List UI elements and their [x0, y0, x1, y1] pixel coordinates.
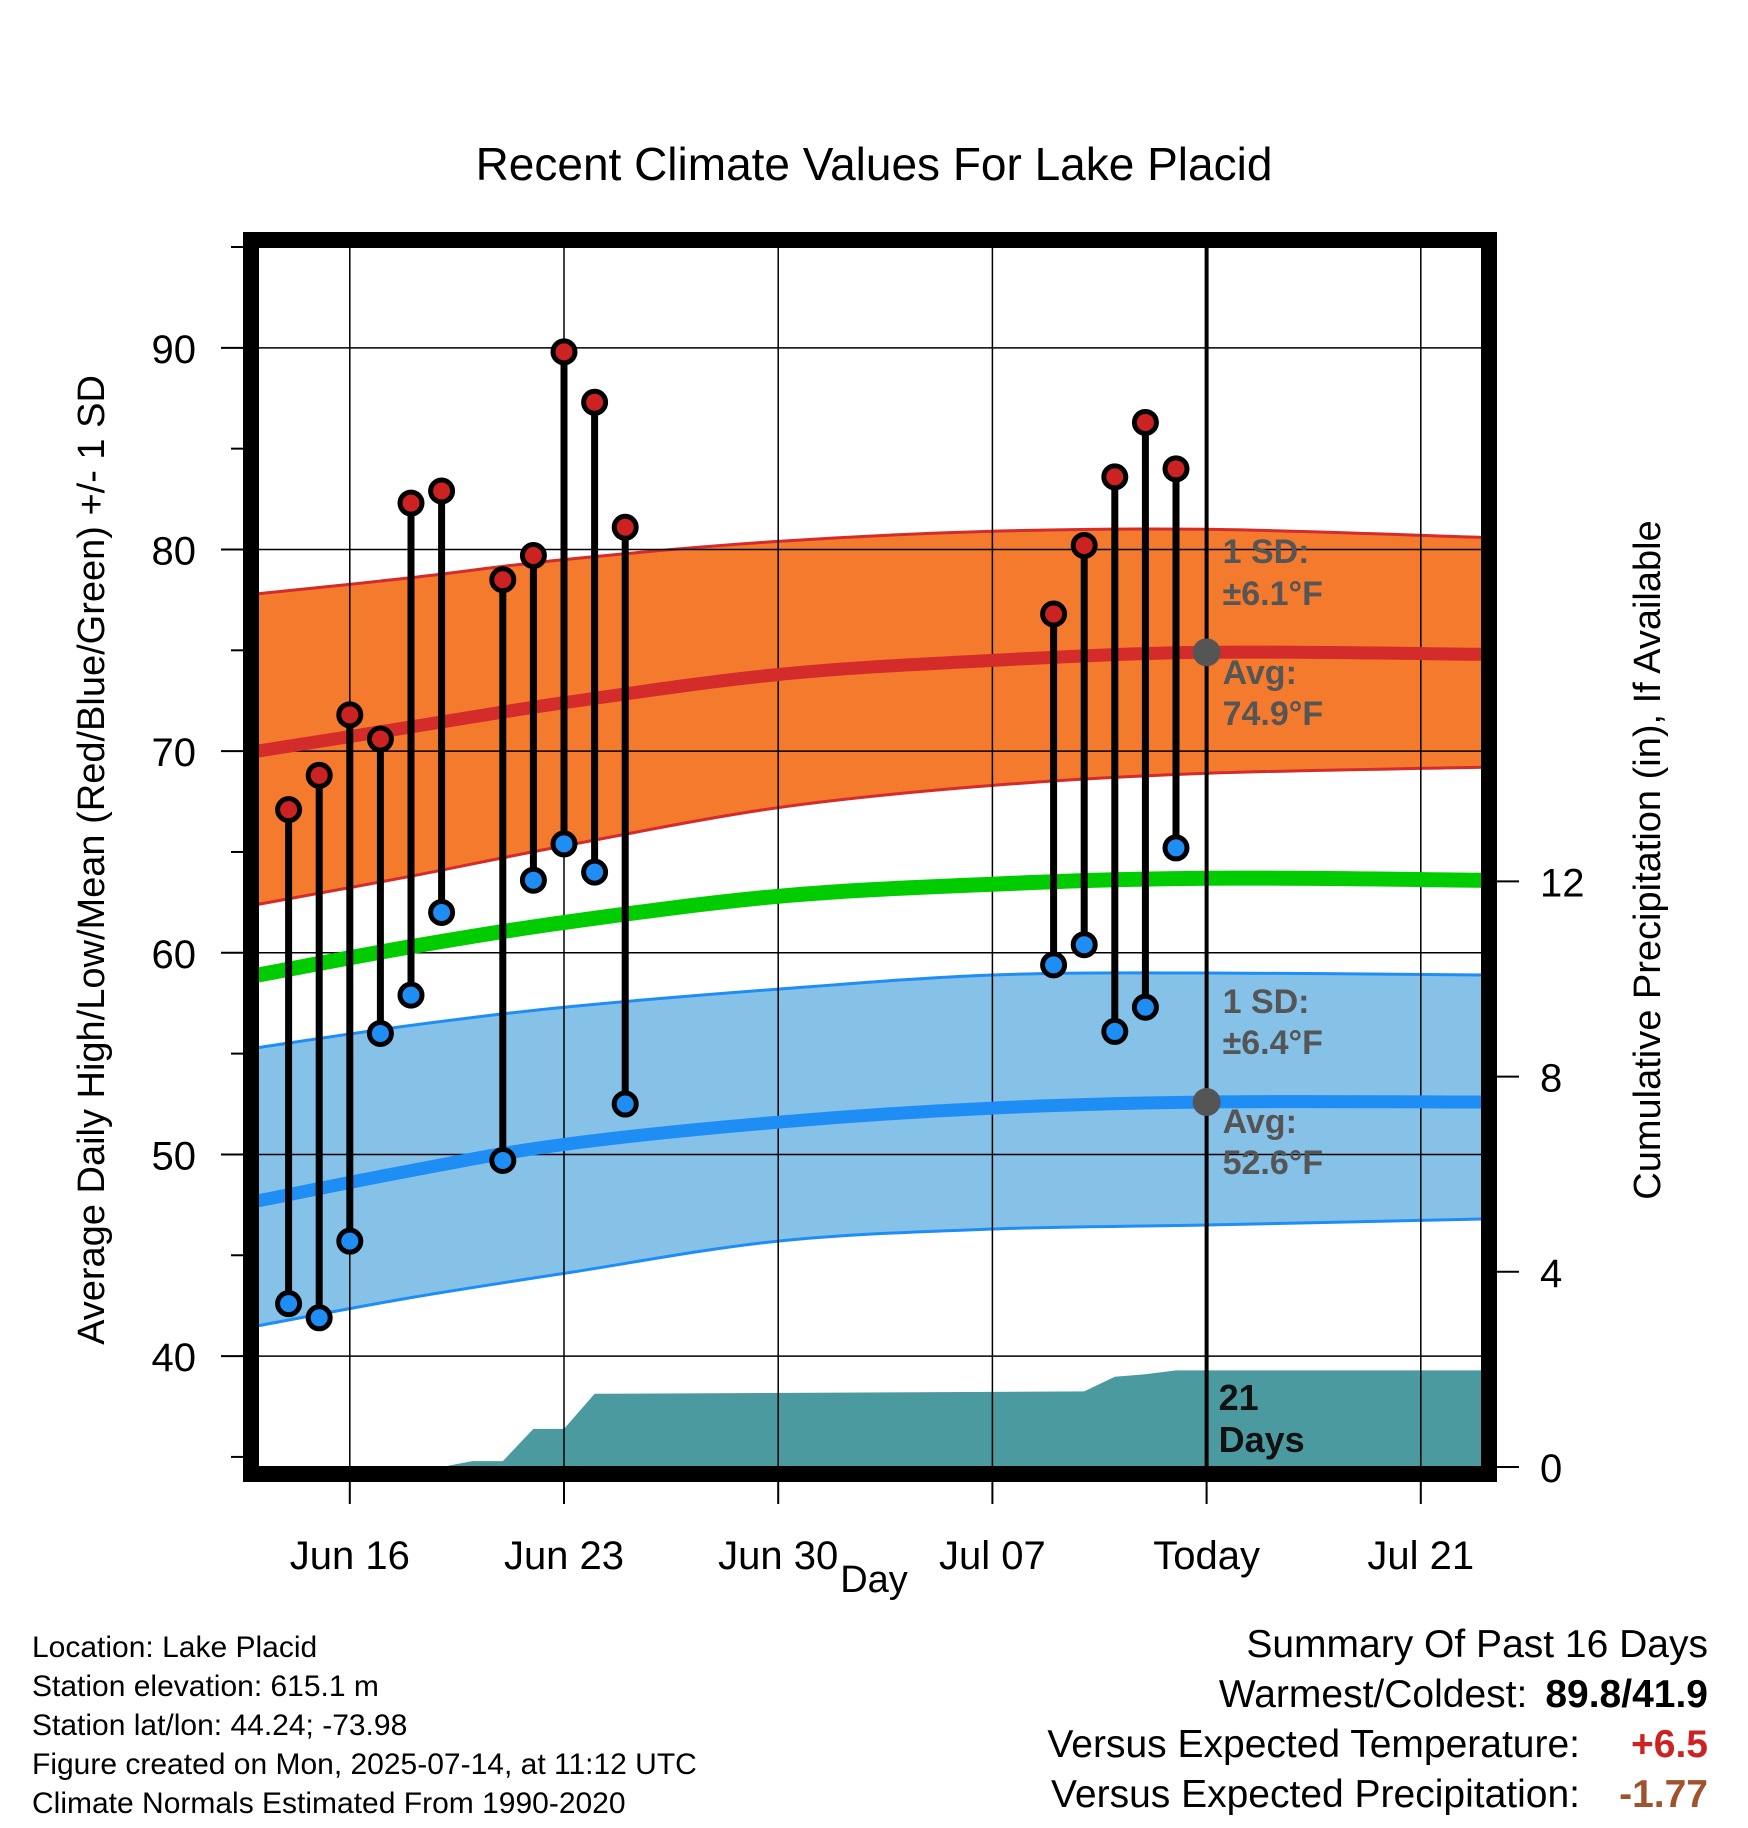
observed-low-point	[1101, 1017, 1129, 1045]
y-tick-label: 40	[152, 1336, 197, 1380]
observed-low-point	[397, 981, 425, 1009]
created-text: Figure created on Mon, 2025-07-14, at 11…	[32, 1748, 697, 1781]
high-avg-label: Avg:	[1223, 654, 1297, 692]
y-tick-label: 50	[152, 1134, 197, 1178]
observed-high-point	[519, 542, 547, 570]
y-axis-label-right: Cumulative Precipitation (in), If Availa…	[1627, 520, 1669, 1199]
normal-low-line	[256, 1095, 1483, 1208]
y-right-tick-label: 0	[1540, 1447, 1562, 1491]
observed-low-point	[1040, 951, 1068, 979]
precip-label: Versus Expected Precipitation:	[1051, 1773, 1580, 1816]
observed-high-point	[1131, 408, 1159, 436]
observed-high-point	[581, 388, 609, 416]
observed-high-point	[611, 513, 639, 541]
observed-low-point	[489, 1146, 517, 1174]
observed-high-point	[489, 566, 517, 594]
normals-text: Climate Normals Estimated From 1990-2020	[32, 1787, 626, 1820]
warm-cold-label: Warmest/Coldest:	[1218, 1673, 1528, 1716]
observed-high-point	[305, 761, 333, 789]
y-right-tick-label: 8	[1540, 1057, 1562, 1101]
y-tick-label: 70	[152, 731, 197, 775]
observed-high-point	[550, 338, 578, 366]
low-avg-value: 52.6°F	[1223, 1144, 1324, 1182]
today-low-avg-dot	[1192, 1088, 1221, 1117]
summary-heading: Summary Of Past 16 Days	[1246, 1623, 1708, 1666]
x-tick-label: Jun 16	[290, 1534, 410, 1578]
x-tick-label: Jul 07	[939, 1534, 1046, 1578]
x-tick-label: Today	[1153, 1534, 1260, 1578]
tick-labels: 40 50 60 70 80 90 0 4 8 12 Jun 16 Jun 23 Jun 30 Jul 0…	[152, 246, 1585, 1578]
plot-frame	[243, 232, 1497, 1482]
observed-low-point	[366, 1019, 394, 1047]
observed-high-point	[336, 701, 364, 729]
temp-label: Versus Expected Temperature:	[1047, 1723, 1580, 1766]
y-axis-label-left: Average Daily High/Low/Mean (Red/Blue/Gr…	[71, 375, 113, 1345]
observed-high-point	[1162, 455, 1190, 483]
summary-warm-cold: Warmest/Coldest: 89.8/41.9	[1047, 1670, 1708, 1720]
y-right-tick-label: 12	[1540, 861, 1585, 905]
y-tick-label: 90	[152, 328, 197, 372]
observed-low-point	[550, 830, 578, 858]
y-tick-label: 60	[152, 933, 197, 977]
y-tick-label: 80	[152, 529, 197, 573]
observed-high-point	[1040, 600, 1068, 628]
observed-high-point	[397, 489, 425, 517]
low-avg-label: Avg:	[1223, 1103, 1297, 1141]
observed-low-point	[1131, 993, 1159, 1021]
summary-panel: Summary Of Past 16 Days Warmest/Coldest:…	[1047, 1620, 1708, 1820]
x-tick-label: Jul 21	[1367, 1534, 1474, 1578]
observed-high-point	[1101, 463, 1129, 491]
observed-low-point	[305, 1304, 333, 1332]
temp-value: +6.5	[1631, 1723, 1708, 1766]
high-sd-upper-line	[257, 527, 1483, 596]
days-count: 21	[1219, 1377, 1259, 1418]
y-right-tick-label: 4	[1540, 1252, 1562, 1296]
precip-value: -1.77	[1619, 1773, 1708, 1816]
low-sd-upper-line	[257, 971, 1483, 1050]
chart-title: Recent Climate Values For Lake Placid	[476, 138, 1273, 190]
low-sd-label: 1 SD:	[1223, 983, 1310, 1021]
high-sd-lower-line	[257, 765, 1483, 906]
x-axis-label: Day	[840, 1559, 908, 1600]
observed-low-point	[581, 858, 609, 886]
climate-chart: Recent Climate Values For Lake Placid 1 …	[71, 138, 1669, 1600]
low-sd-lower-line	[257, 1217, 1483, 1328]
x-tick-label: Jun 30	[718, 1534, 838, 1578]
summary-temperature: Versus Expected Temperature: +6.5	[1047, 1720, 1708, 1770]
high-sd-label: 1 SD:	[1223, 533, 1310, 571]
high-sd-value: ±6.1°F	[1223, 575, 1323, 613]
high-avg-value: 74.9°F	[1223, 695, 1324, 733]
observed-low-point	[336, 1227, 364, 1255]
x-tick-label: Jun 23	[504, 1534, 624, 1578]
normal-high-line	[256, 645, 1483, 758]
observed-low-point	[1070, 931, 1098, 959]
latlon-text: Station lat/lon: 44.24; -73.98	[32, 1709, 408, 1742]
warm-cold-value: 89.8/41.9	[1545, 1673, 1708, 1716]
observed-low-point	[611, 1090, 639, 1118]
days-label: Days	[1219, 1419, 1305, 1460]
observed-high-point	[366, 725, 394, 753]
observed-low-point	[1162, 834, 1190, 862]
observed-high-point	[428, 477, 456, 505]
summary-precipitation: Versus Expected Precipitation: -1.77	[1047, 1770, 1708, 1820]
station-info: Location: Lake Placid Station elevation:…	[32, 1628, 697, 1823]
observed-low-point	[428, 898, 456, 926]
observed-high-point	[275, 796, 303, 824]
observed-low-point	[275, 1290, 303, 1318]
today-high-avg-dot	[1192, 638, 1221, 667]
location-text: Location: Lake Placid	[32, 1631, 318, 1664]
observed-low-point	[519, 866, 547, 894]
observed-high-point	[1070, 531, 1098, 559]
elevation-text: Station elevation: 615.1 m	[32, 1670, 379, 1703]
low-sd-value: ±6.4°F	[1223, 1024, 1323, 1062]
normal-mean-line	[256, 870, 1483, 983]
